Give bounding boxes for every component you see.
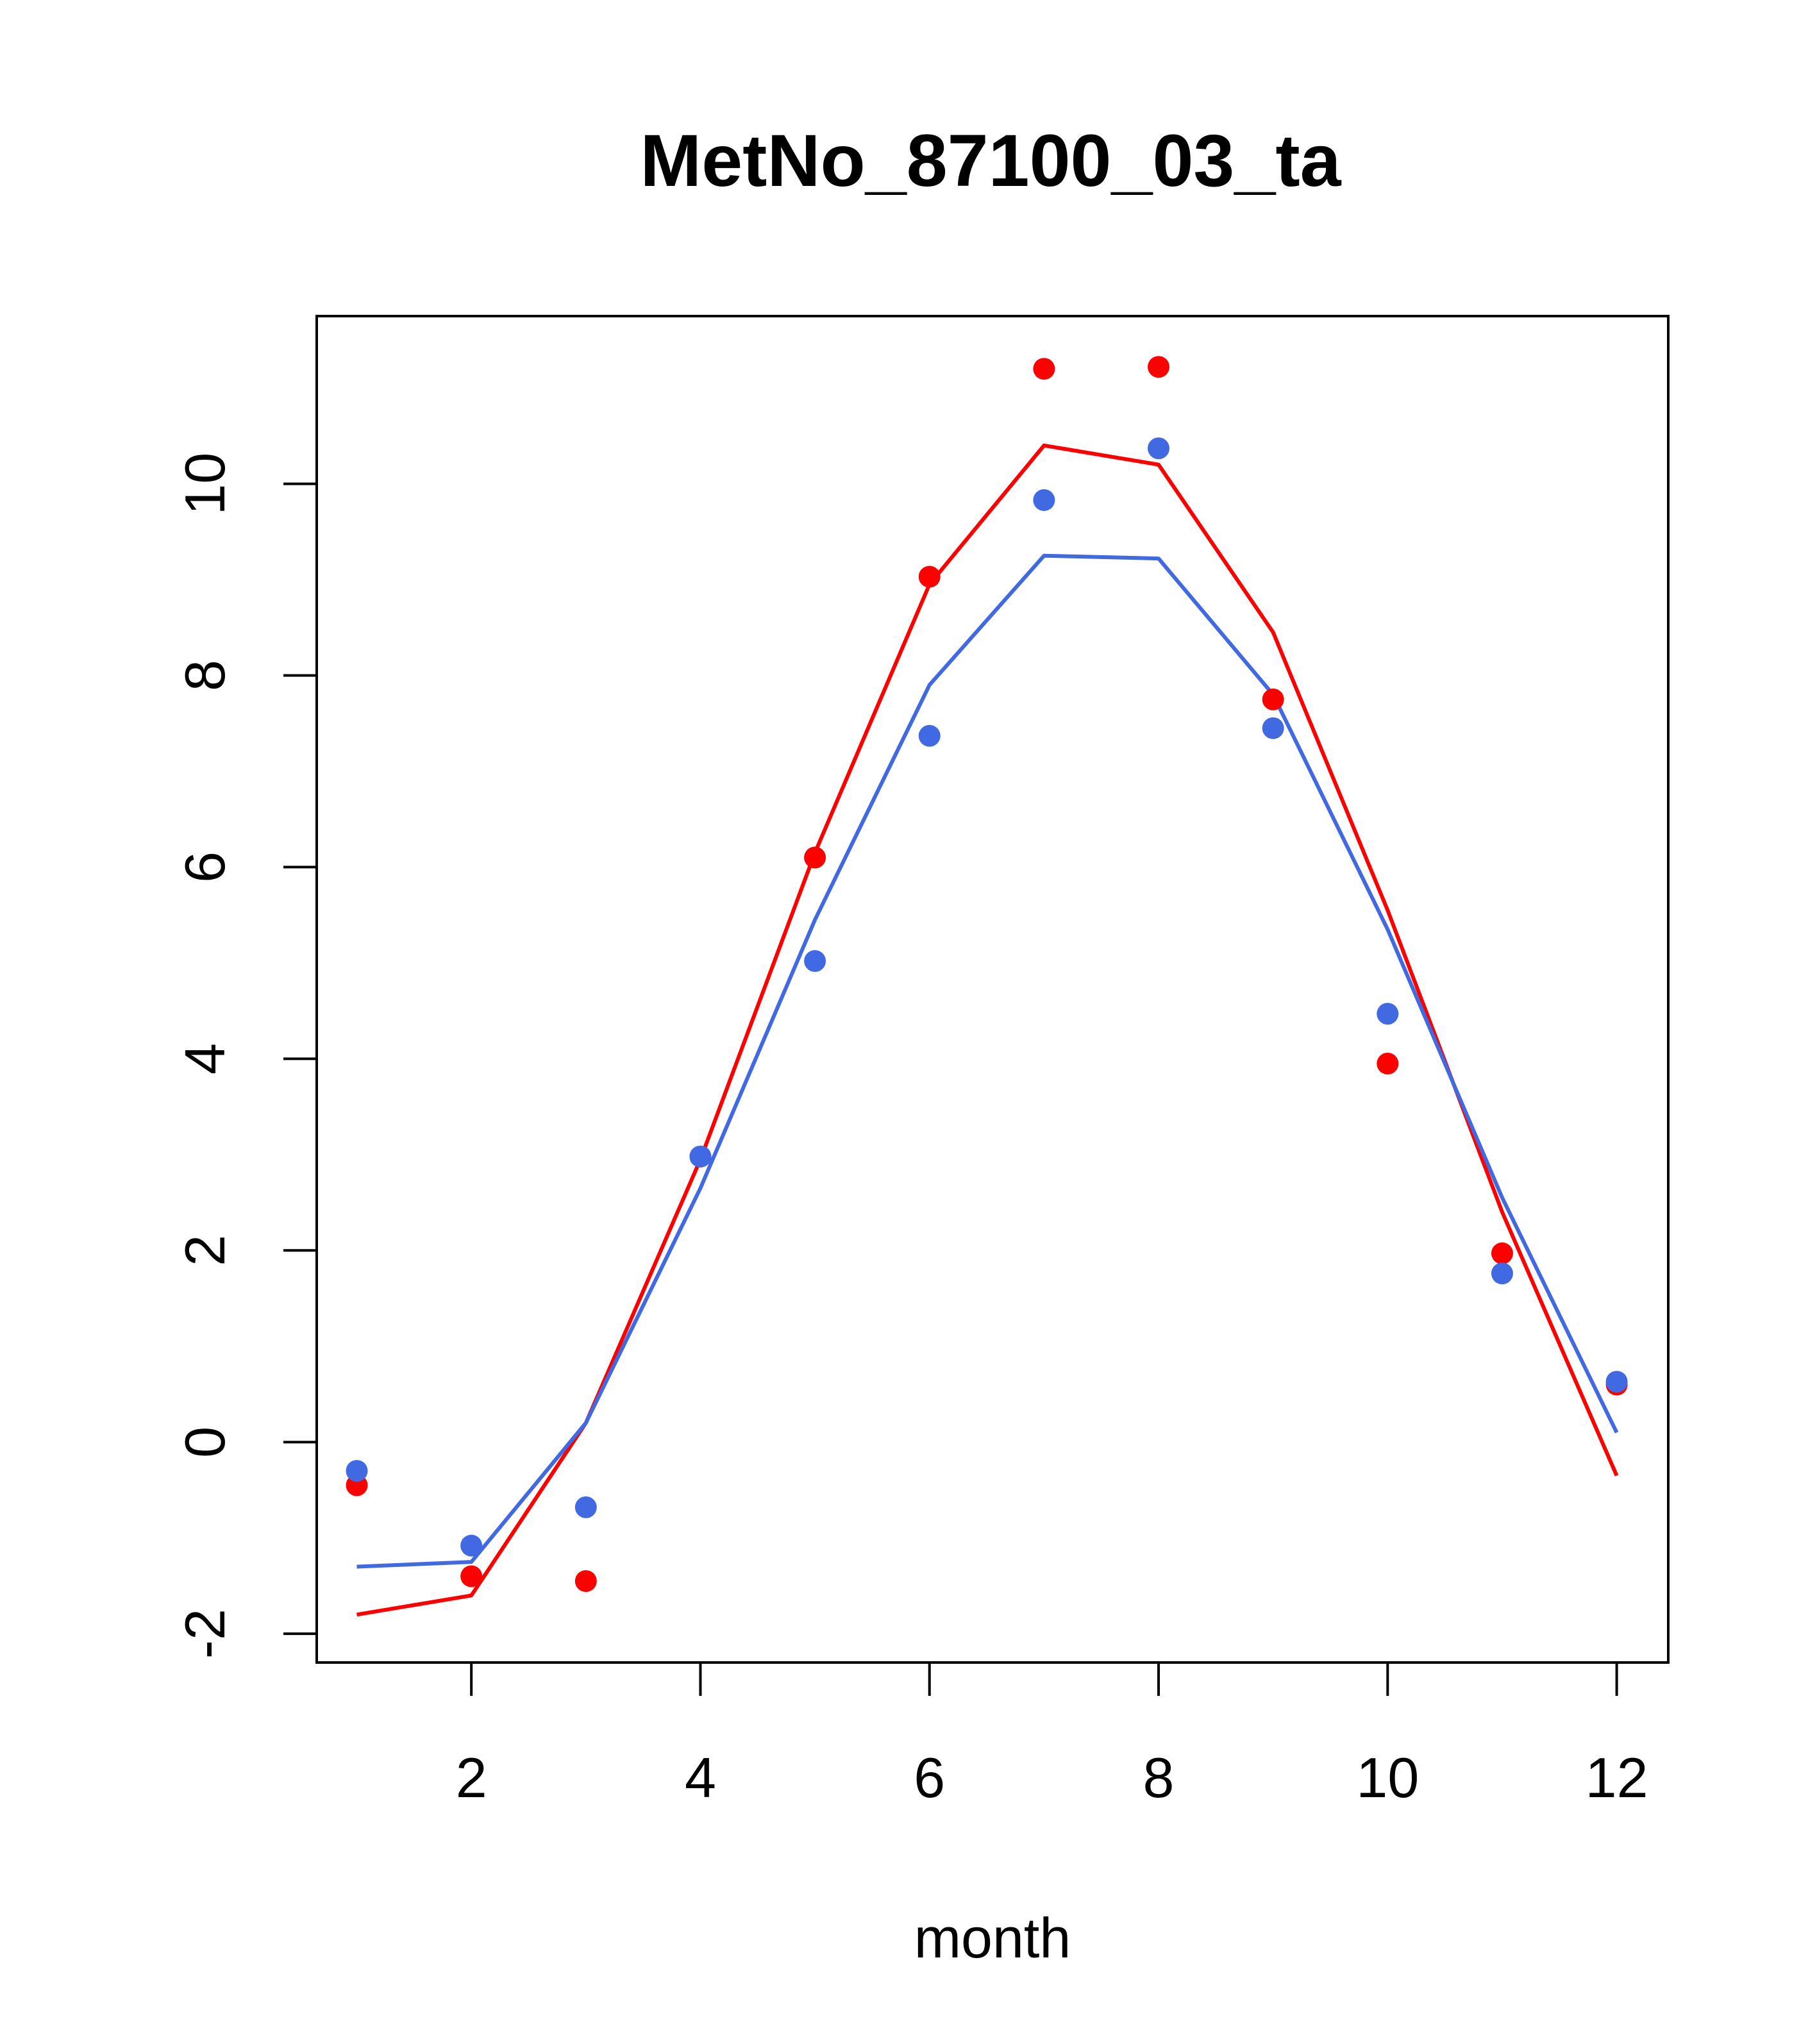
- x-tick-label: 10: [1356, 1746, 1419, 1809]
- data-point: [574, 1570, 597, 1592]
- data-point: [460, 1565, 483, 1587]
- x-tick-label: 8: [1143, 1746, 1175, 1809]
- plot-frame: [315, 315, 1670, 1664]
- data-point: [804, 950, 826, 972]
- data-point: [574, 1496, 597, 1518]
- data-point: [1262, 688, 1284, 710]
- x-tick-label: 12: [1586, 1746, 1648, 1809]
- data-point: [918, 565, 941, 588]
- series-line: [356, 553, 1619, 1569]
- series-3-points: [346, 437, 1628, 1557]
- x-tick-label: 6: [914, 1746, 945, 1809]
- y-tick-label: 8: [173, 660, 237, 691]
- data-point: [918, 725, 941, 747]
- data-point: [1605, 1371, 1628, 1393]
- data-point: [1377, 1003, 1399, 1025]
- data-point: [1148, 437, 1170, 460]
- y-tick-label: 2: [173, 1235, 237, 1266]
- data-point: [1148, 356, 1170, 378]
- data-point: [804, 846, 826, 869]
- y-tick-label: 10: [173, 453, 237, 515]
- y-tick-label: -2: [173, 1609, 237, 1659]
- series-line: [356, 443, 1619, 1617]
- x-tick-label: 4: [685, 1746, 716, 1809]
- series-2-points: [346, 356, 1628, 1592]
- y-tick-label: 0: [173, 1427, 237, 1458]
- data-point: [689, 1145, 712, 1168]
- y-tick-label: 4: [173, 1043, 237, 1075]
- data-point: [346, 1460, 368, 1482]
- y-axis: -2 0 2 4 6 8 10: [173, 453, 318, 1659]
- x-axis-title: month: [914, 1906, 1071, 1970]
- data-point: [1491, 1262, 1513, 1285]
- chart-title: MetNo_87100_03_ta: [640, 120, 1341, 202]
- y-tick-label: 6: [173, 851, 237, 883]
- data-point: [1262, 717, 1284, 739]
- x-tick-label: 2: [456, 1746, 487, 1809]
- series-0-line: [356, 443, 1619, 1617]
- x-axis: 2 4 6 8 10 12: [456, 1661, 1648, 1809]
- data-point: [1377, 1052, 1399, 1075]
- data-point: [1491, 1242, 1513, 1264]
- series-layer: [346, 356, 1628, 1617]
- data-point: [1033, 489, 1055, 511]
- series-1-line: [356, 553, 1619, 1569]
- data-point: [1033, 358, 1055, 380]
- data-point: [460, 1534, 483, 1557]
